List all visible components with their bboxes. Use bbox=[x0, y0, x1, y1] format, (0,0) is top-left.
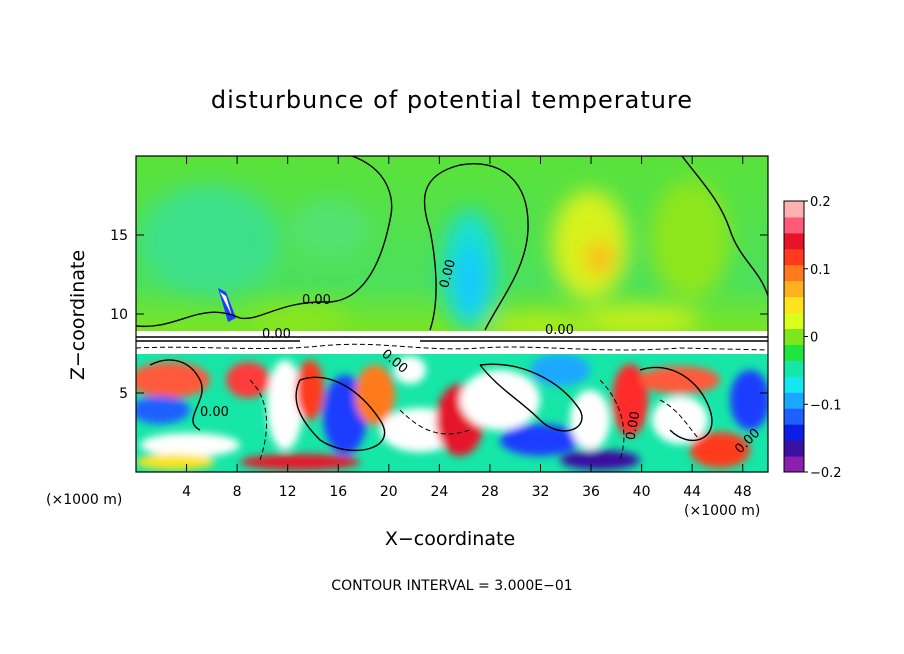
x-tick-label: 24 bbox=[430, 484, 448, 500]
heatmap-field bbox=[136, 156, 768, 472]
colorbar-swatch bbox=[784, 376, 804, 393]
colorbar-swatch bbox=[784, 344, 804, 361]
contour-label: 0.00 bbox=[624, 410, 644, 441]
colorbar: 0.2 0.1 0 −0.1 −0.2 bbox=[783, 195, 842, 481]
y-tick-label: 5 bbox=[119, 386, 128, 402]
y-tick-label: 15 bbox=[110, 228, 128, 244]
colorbar-swatch bbox=[784, 456, 804, 473]
colorbar-swatch bbox=[784, 232, 804, 250]
x-tick-label: 16 bbox=[329, 484, 347, 500]
x-tick-label: 28 bbox=[481, 484, 499, 500]
x-axis: 4 8 12 16 20 24 28 32 36 40 44 48 bbox=[182, 156, 752, 500]
contour-label: 0.00 bbox=[545, 323, 574, 338]
y-axis-label: Z−coordinate bbox=[67, 249, 89, 381]
colorbar-swatch bbox=[784, 201, 804, 218]
colorbar-swatch bbox=[784, 408, 804, 425]
contour-label: 0.00 bbox=[200, 405, 229, 420]
colorbar-swatch bbox=[784, 424, 804, 441]
contour-label: 0.00 bbox=[437, 258, 459, 290]
colorbar-swatch bbox=[784, 280, 804, 298]
colorbar-swatch bbox=[784, 312, 804, 330]
x-axis-label: X−coordinate bbox=[384, 528, 516, 550]
x-unit-label-left: (×1000 m) bbox=[46, 492, 123, 508]
y-tick-label: 10 bbox=[110, 307, 128, 323]
colorbar-swatch bbox=[784, 248, 804, 266]
x-tick-label: 20 bbox=[380, 484, 398, 500]
colorbar-tick-label: 0.1 bbox=[810, 263, 831, 278]
contour-label: 0.00 bbox=[262, 327, 291, 342]
colorbar-swatch bbox=[784, 296, 804, 314]
colorbar-swatch bbox=[784, 264, 804, 282]
colorbar-swatch bbox=[784, 440, 804, 457]
colorbar-tick-label: 0 bbox=[810, 331, 818, 346]
colorbar-swatch bbox=[784, 360, 804, 377]
colorbar-swatch bbox=[784, 392, 804, 409]
x-tick-label: 40 bbox=[633, 484, 651, 500]
colorbar-tick-label: −0.1 bbox=[810, 398, 842, 413]
colorbar-swatch bbox=[784, 216, 804, 234]
x-tick-label: 32 bbox=[532, 484, 550, 500]
x-tick-label: 4 bbox=[182, 484, 191, 500]
x-tick-label: 44 bbox=[683, 484, 701, 500]
chart-title: disturbunce of potential temperature bbox=[210, 86, 694, 114]
x-tick-label: 12 bbox=[279, 484, 297, 500]
x-tick-label: 8 bbox=[233, 484, 242, 500]
colorbar-swatch bbox=[784, 328, 804, 345]
contour-interval-note: CONTOUR INTERVAL = 3.000E−01 bbox=[331, 578, 573, 594]
colorbar-tick-label: −0.2 bbox=[810, 466, 842, 481]
contour-label: 0.00 bbox=[302, 293, 331, 308]
y-axis: 5 10 15 bbox=[110, 228, 768, 402]
x-tick-label: 36 bbox=[582, 484, 600, 500]
x-unit-label-right: (×1000 m) bbox=[684, 503, 761, 519]
x-tick-label: 48 bbox=[734, 484, 752, 500]
colorbar-tick-label: 0.2 bbox=[810, 195, 831, 210]
